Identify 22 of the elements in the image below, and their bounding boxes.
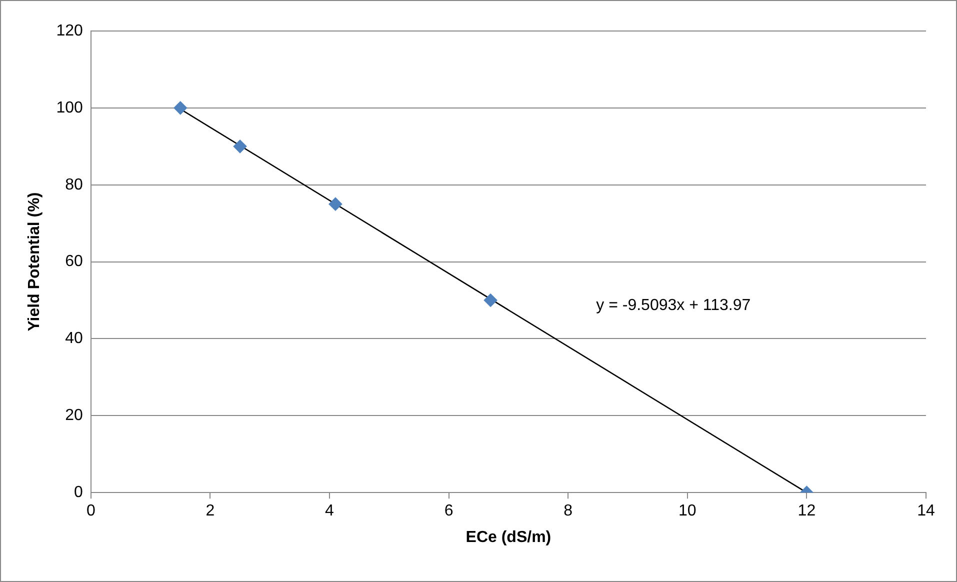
x-axis-title: ECe (dS/m) <box>466 528 552 546</box>
y-tick-label: 120 <box>56 22 83 40</box>
point <box>233 140 247 154</box>
x-tick-label: 6 <box>444 502 454 520</box>
x-tick-label: 8 <box>564 502 573 520</box>
y-tick-label: 0 <box>74 484 83 502</box>
y-axis-title: Yield Potential (%) <box>26 192 44 332</box>
point <box>328 197 342 211</box>
y-tick-label: 80 <box>65 176 83 194</box>
y-tick-label: 40 <box>65 330 83 348</box>
x-tick-label: 14 <box>917 502 935 520</box>
y-tick-label: 60 <box>65 253 83 270</box>
x-tick-label: 2 <box>206 502 215 520</box>
x-tick-label: 0 <box>86 502 96 520</box>
point <box>484 294 498 307</box>
point <box>174 101 188 115</box>
x-tick-label: 10 <box>678 502 696 520</box>
annotation: y = -9.5093x + 113.97 <box>596 297 751 314</box>
y-tick-label: 100 <box>56 99 83 116</box>
x-tick-label: 12 <box>798 502 816 520</box>
x-tick-label: 4 <box>325 502 334 520</box>
y-tick-label: 20 <box>65 407 83 424</box>
